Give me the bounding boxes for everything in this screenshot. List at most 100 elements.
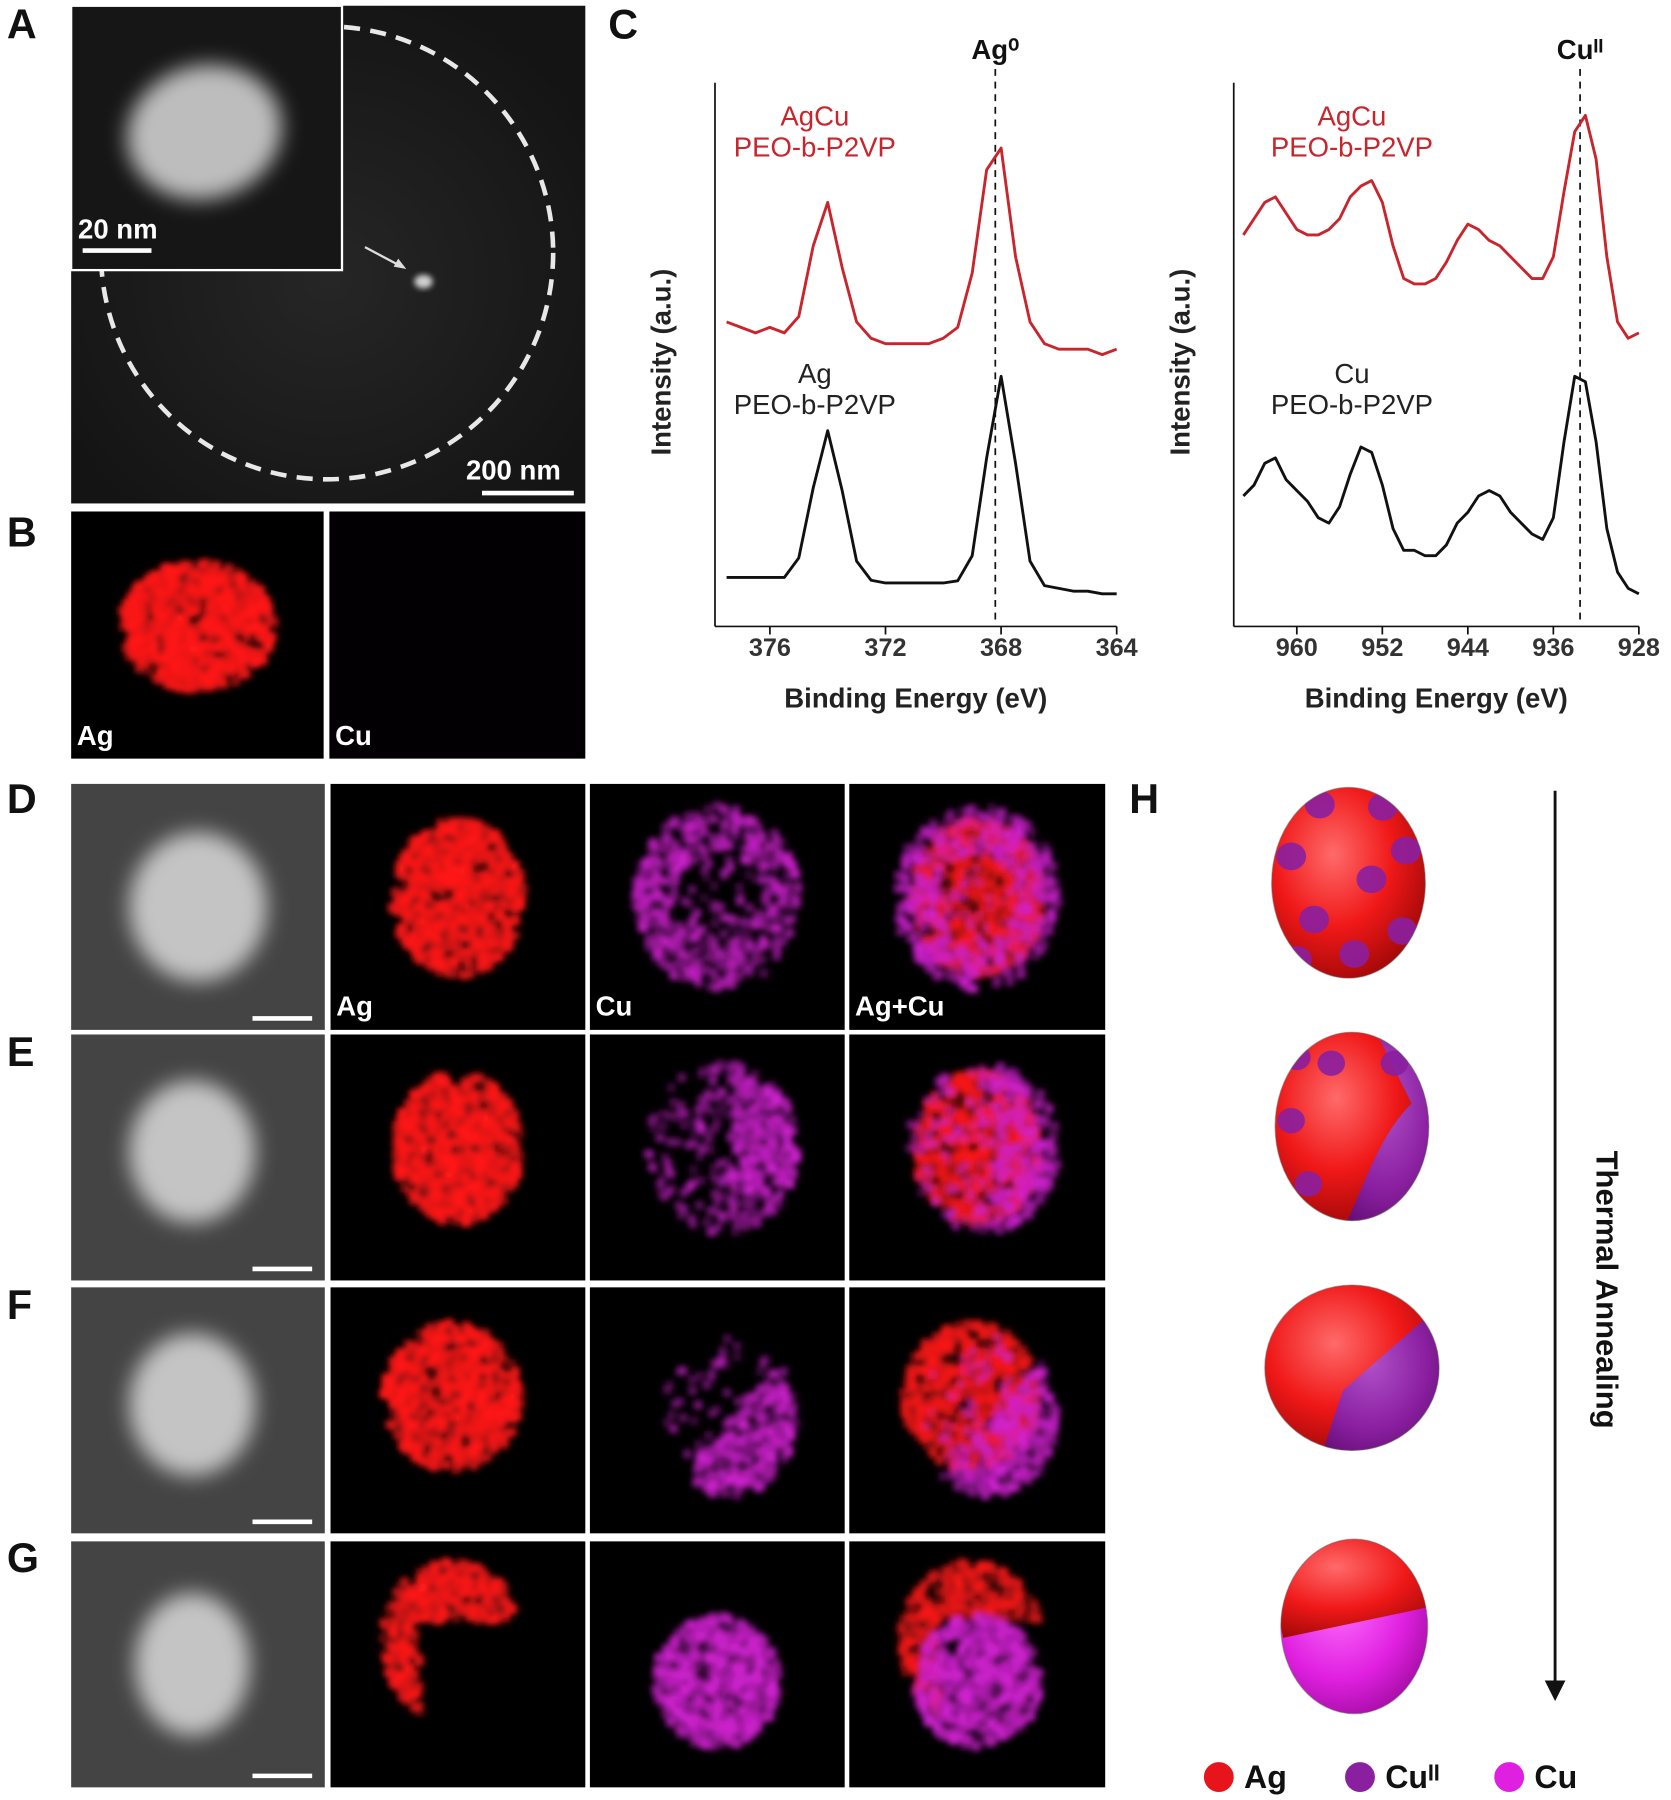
pixel: [792, 1148, 801, 1157]
pixel: [750, 1070, 759, 1079]
pixel: [215, 618, 224, 627]
pixel: [476, 883, 485, 892]
pixel: [483, 929, 492, 938]
pixel: [712, 1118, 721, 1127]
pixel: [402, 896, 411, 905]
pixel: [704, 1093, 713, 1102]
pixel: [759, 969, 768, 978]
pixel: [927, 945, 936, 954]
pixel: [689, 1165, 698, 1174]
pixel: [664, 1187, 673, 1196]
pixel: [953, 840, 962, 849]
pixel: [474, 1197, 483, 1206]
pixel: [783, 856, 792, 865]
pixel: [423, 880, 432, 889]
pixel: [252, 594, 261, 603]
pixel: [710, 1163, 719, 1172]
pixel: [966, 950, 975, 959]
pixel: [1029, 841, 1038, 850]
pixel: [920, 827, 929, 836]
pixel: [987, 876, 996, 885]
pixel: [507, 1121, 516, 1130]
pixel: [242, 621, 251, 630]
pixel: [764, 841, 773, 850]
pixel: [436, 920, 445, 929]
pixel: [394, 1128, 403, 1137]
pixel: [780, 885, 789, 894]
pixel: [465, 1205, 474, 1214]
pixel: [479, 911, 488, 920]
pixel: [169, 639, 178, 648]
pixel: [708, 903, 717, 912]
pixel: [1035, 892, 1044, 901]
pixel: [154, 603, 163, 612]
pixel: [176, 621, 185, 630]
pixel: [211, 560, 220, 569]
pixel: [699, 893, 708, 902]
pixel: [739, 919, 748, 928]
pixel: [684, 1140, 693, 1149]
pixel: [411, 1104, 420, 1113]
pixel: [667, 1083, 676, 1092]
map-signal: [391, 1071, 524, 1228]
pixel: [478, 1156, 487, 1165]
pixel: [752, 1128, 761, 1137]
pixel: [780, 1097, 789, 1106]
pixel: [462, 880, 471, 889]
pixel: [201, 618, 210, 627]
pixel: [398, 864, 407, 873]
pixel: [650, 938, 659, 947]
pixel: [1024, 919, 1033, 928]
pixel: [441, 1077, 450, 1086]
pixel: [450, 957, 459, 966]
pixel: [1015, 881, 1024, 890]
pixel: [698, 1066, 707, 1075]
pixel: [480, 1121, 489, 1130]
pixel: [753, 848, 762, 857]
pixel: [1027, 880, 1036, 889]
pixel: [230, 678, 239, 687]
pixel: [473, 857, 482, 866]
pixel: [956, 816, 965, 825]
pixel: [722, 1096, 731, 1105]
pixel: [433, 1101, 442, 1110]
pixel: [480, 849, 489, 858]
pixel: [731, 1144, 740, 1153]
pixel: [505, 930, 514, 939]
pixel: [433, 834, 442, 843]
pixel: [706, 1206, 715, 1215]
pixel: [458, 840, 467, 849]
pixel: [462, 914, 471, 923]
pixel: [451, 1162, 460, 1171]
pixel: [922, 912, 931, 921]
pixel: [478, 839, 487, 848]
pixel: [641, 890, 650, 899]
pixel: [723, 1157, 732, 1166]
pixel: [769, 1195, 778, 1204]
pixel: [488, 855, 497, 864]
pixel: [684, 811, 693, 820]
pixel: [752, 1155, 761, 1164]
pixel: [485, 1103, 494, 1112]
pixel: [155, 586, 164, 595]
pixel: [697, 843, 706, 852]
pixel: [1040, 858, 1049, 867]
pixel: [474, 896, 483, 905]
pixel: [226, 654, 235, 663]
pixel: [649, 1124, 658, 1133]
pixel: [165, 579, 174, 588]
pixel: [977, 941, 986, 950]
pixel: [689, 934, 698, 943]
map-label: Cu: [335, 720, 372, 751]
pixel: [134, 628, 143, 637]
pixel: [451, 1093, 460, 1102]
pixel: [921, 895, 930, 904]
pixel: [506, 1104, 515, 1113]
pixel: [758, 936, 767, 945]
pixel: [414, 954, 423, 963]
pixel: [234, 568, 243, 577]
pixel: [708, 1077, 717, 1086]
pixel: [960, 869, 969, 878]
pixel: [253, 620, 262, 629]
pixel: [967, 805, 976, 814]
